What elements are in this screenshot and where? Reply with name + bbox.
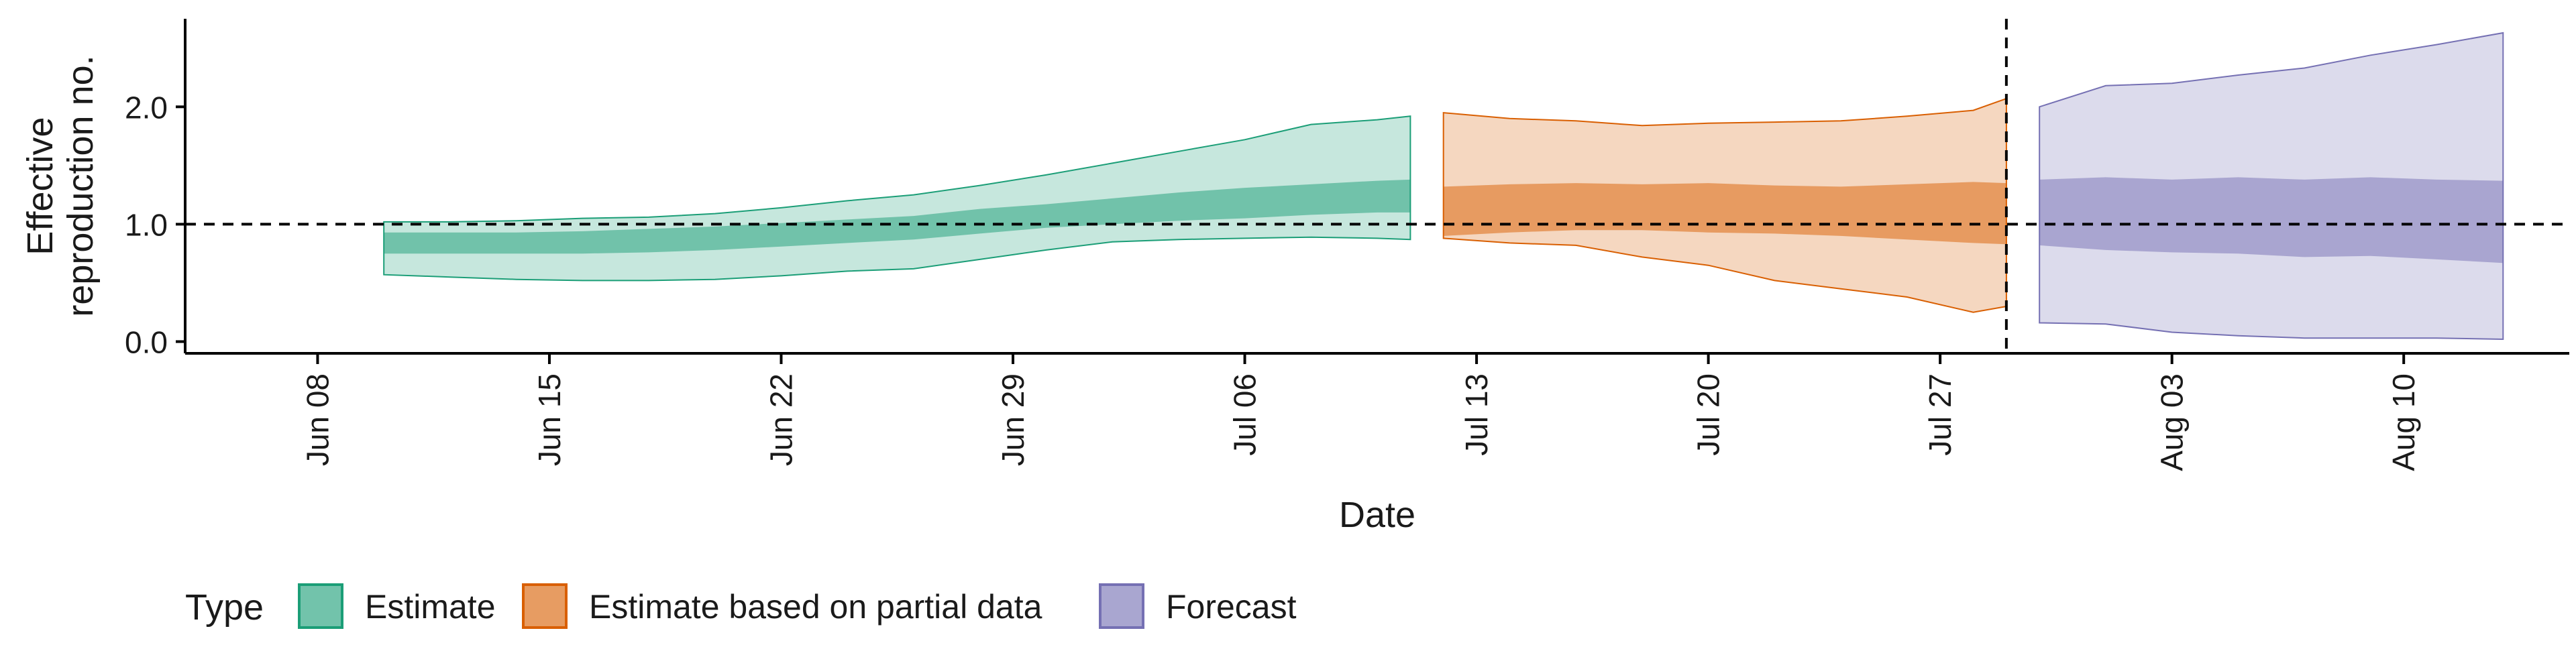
legend-title: Type [185,587,264,628]
legend-item-estimate-based-on-partial-data: Estimate based on partial data [522,583,1042,629]
band-inner-forecast [2039,177,2504,263]
x-tick-label: Jun 15 [532,373,567,466]
x-tick-label: Jul 20 [1691,373,1726,456]
legend-item-forecast: Forecast [1099,583,1297,629]
x-tick-label: Jul 27 [1923,373,1957,456]
x-tick-label: Aug 03 [2155,373,2190,471]
bands-layer [383,32,2504,341]
x-tick-label: Jul 06 [1228,373,1263,456]
band-inner-estimate [384,179,1411,254]
x-tick-label: Jul 13 [1459,373,1494,456]
band-inner-estimate-based-on-partial-data [1443,182,2006,245]
y-tick-label: 2.0 [125,90,168,125]
legend-key-estimate-based-on-partial-data [522,583,568,629]
x-tick-label: Jun 29 [996,373,1030,466]
legend-label-forecast: Forecast [1166,588,1297,626]
y-axis-title: Effectivereproduction no. [20,55,101,316]
legend-label-estimate: Estimate [365,588,496,626]
x-ticks: Jun 08 Jun 15 Jun 22 Jun 29 Jul 06 Jul 13 Jul … [300,353,2421,471]
y-tick-label: 1.0 [125,207,168,242]
legend-key-estimate [298,583,343,629]
legend: Type Estimate Estimate based on partial da… [185,583,1297,629]
y-ticks: 0.0 1.0 2.0 [125,90,185,359]
y-tick-label: 0.0 [125,325,168,359]
legend-item-estimate: Estimate [298,583,496,629]
x-tick-label: Aug 10 [2386,373,2421,471]
legend-label-estimate-based-on-partial-data: Estimate based on partial data [589,588,1042,626]
legend-key-forecast [1099,583,1144,629]
x-axis-title: Date [1339,495,1415,535]
x-tick-label: Jun 08 [300,373,335,466]
x-tick-label: Jun 22 [764,373,799,466]
